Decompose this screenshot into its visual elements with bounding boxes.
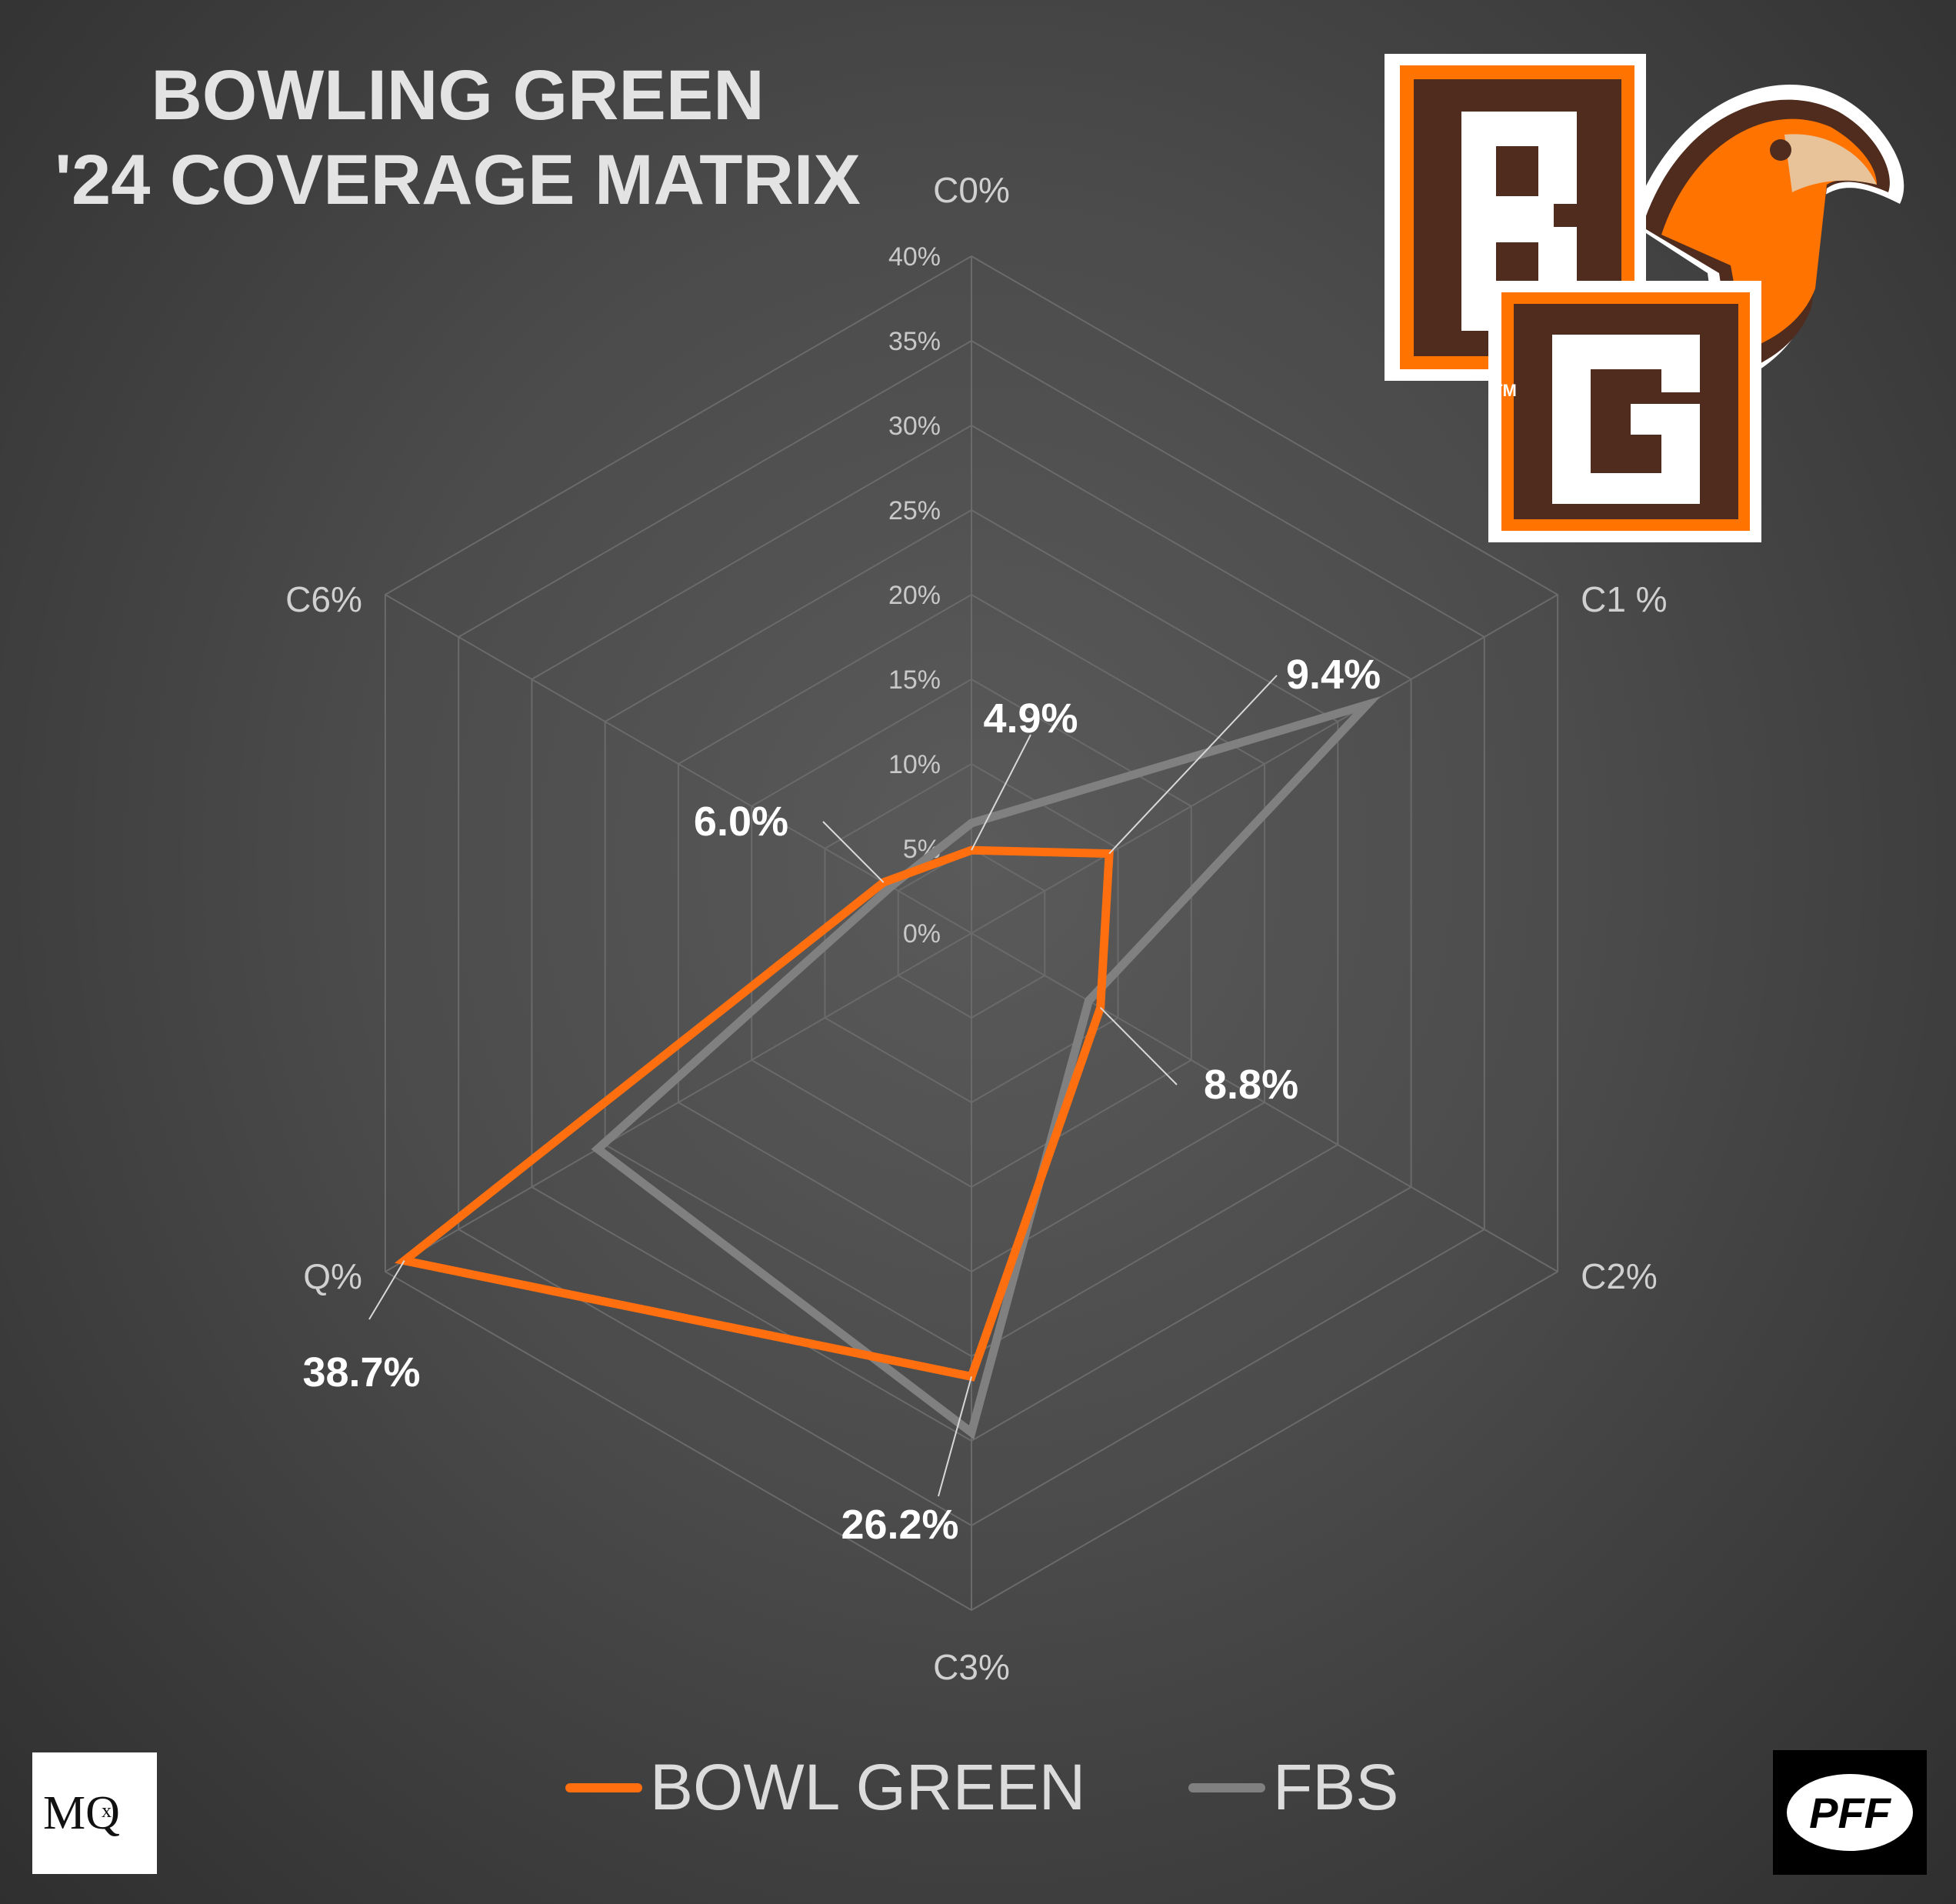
bg-letters: TM: [1385, 54, 1761, 542]
grid-spoke: [971, 932, 1558, 1272]
leader-line: [1108, 675, 1278, 855]
axis-label: C2%: [1581, 1256, 1658, 1296]
axis-labels: C0% C1 % C2% C3% Q% C6%: [285, 170, 1667, 1687]
series-polygon: [591, 695, 1381, 1440]
grid-spoke: [385, 932, 972, 1272]
data-label: 26.2%: [841, 1502, 958, 1548]
mq-logo: MQ x: [32, 1752, 157, 1874]
axis-label: C0%: [933, 170, 1010, 210]
tick-label: 35%: [888, 327, 941, 356]
legend-item-fbs: FBS: [1188, 1750, 1398, 1825]
legend-label-fbs: FBS: [1273, 1751, 1399, 1823]
axis-label: Q%: [303, 1256, 362, 1296]
leader-line: [1099, 1007, 1178, 1085]
axis-label: C3%: [933, 1647, 1010, 1687]
data-label: 6.0%: [694, 799, 788, 845]
legend-swatch-bowl-green: [565, 1782, 642, 1792]
mq-logo-mark: MQ x: [43, 1787, 120, 1839]
leader-line: [971, 734, 1031, 851]
axis-label: C6%: [285, 579, 362, 619]
data-label: 4.9%: [983, 695, 1078, 742]
leader-line: [822, 821, 885, 883]
radial-tick-labels: 0%5%10%15%20%25%30%35%40%: [888, 242, 941, 949]
series-polygon: [394, 845, 1114, 1382]
legend-label-bowl-green: BOWL GREEN: [650, 1751, 1086, 1823]
svg-text:x: x: [102, 1799, 112, 1822]
tick-label: 40%: [888, 242, 941, 272]
svg-text:MQ: MQ: [43, 1787, 120, 1839]
chart-title-line-2: '24 COVERAGE MATRIX: [55, 141, 861, 219]
axis-label: C1 %: [1581, 579, 1667, 619]
leader-line: [938, 1376, 972, 1497]
tick-label: 20%: [888, 581, 941, 610]
trademark-mark: TM: [1492, 381, 1517, 400]
tick-label: 30%: [888, 412, 941, 441]
svg-text:PFF: PFF: [1809, 1789, 1892, 1837]
grid-spoke: [971, 594, 1558, 934]
data-labels: 4.9% 9.4% 8.8% 26.2% 38.7% 6.0%: [302, 652, 1381, 1548]
leader-line: [368, 1260, 405, 1320]
legend-swatch-fbs: [1188, 1782, 1265, 1792]
chart-title-line-1: BOWLING GREEN: [151, 56, 765, 135]
grid-spoke: [385, 594, 972, 934]
falcon-icon: [1631, 84, 1904, 388]
bowling-green-logo: TM: [1385, 54, 1904, 542]
data-label: 8.8%: [1204, 1062, 1298, 1108]
tick-label: 0%: [903, 919, 941, 949]
tick-label: 10%: [888, 750, 941, 779]
data-label: 9.4%: [1286, 652, 1381, 698]
pff-logo-mark: PFF: [1787, 1774, 1913, 1851]
data-label: 38.7%: [302, 1349, 420, 1395]
tick-label: 25%: [888, 496, 941, 525]
pff-logo: PFF: [1773, 1750, 1927, 1875]
radar-grid: [384, 255, 1559, 1612]
tick-label: 15%: [888, 665, 941, 695]
legend-item-bowl-green: BOWL GREEN: [565, 1750, 1085, 1825]
